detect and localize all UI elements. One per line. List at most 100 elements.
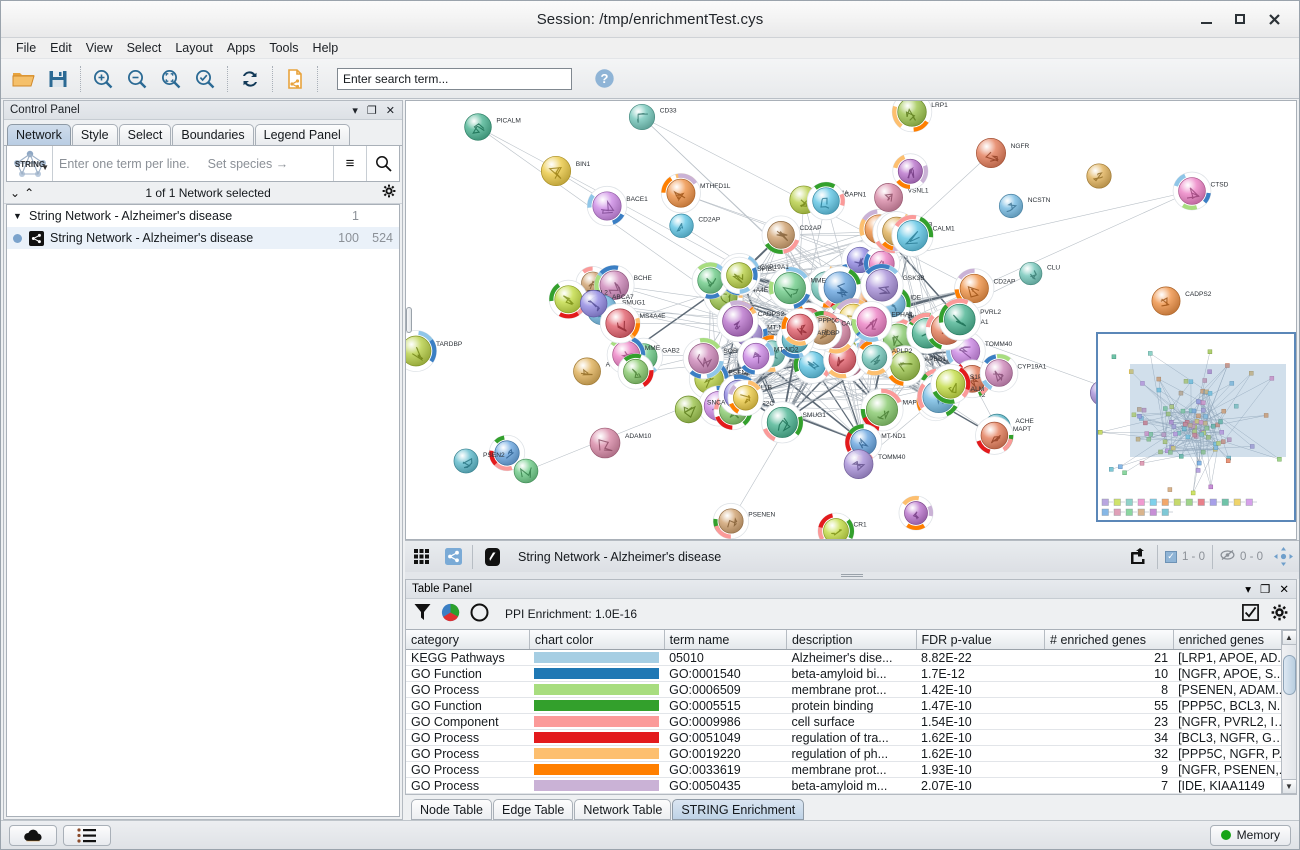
node-sphere[interactable] xyxy=(976,138,1006,168)
table-row[interactable]: GO Component GO:0009986 cell surface 1.54E-… xyxy=(406,713,1296,731)
node-sphere[interactable] xyxy=(865,393,899,426)
network-node[interactable]: CLU xyxy=(1019,261,1061,286)
search-input[interactable]: Enter search term... xyxy=(337,67,572,90)
node-sphere[interactable] xyxy=(722,305,754,337)
node-sphere[interactable] xyxy=(494,440,520,466)
navigator-viewport-rect[interactable] xyxy=(1130,364,1286,457)
network-node[interactable]: BIN1 xyxy=(540,155,591,187)
network-node[interactable]: MME xyxy=(768,266,827,310)
network-tree-group-row[interactable]: ▼ String Network - Alzheimer's disease 1 xyxy=(7,205,399,227)
network-node[interactable]: CYP19A1 xyxy=(979,353,1047,393)
node-sphere[interactable] xyxy=(540,155,572,187)
network-node[interactable]: CALM1 xyxy=(891,214,955,257)
column-header-category[interactable]: category xyxy=(406,629,530,651)
string-logo-icon[interactable]: STRING ▼ xyxy=(7,146,53,181)
network-node[interactable]: MAPT xyxy=(860,388,921,432)
table-row[interactable]: KEGG Pathways 05010 Alzheimer's dise... 8.8… xyxy=(406,649,1296,667)
tab-network-table[interactable]: Network Table xyxy=(574,799,672,820)
node-sphere[interactable] xyxy=(980,421,1009,450)
export-image-icon[interactable] xyxy=(1122,542,1154,572)
menu-edit[interactable]: Edit xyxy=(50,41,72,55)
column-header-enriched-genes[interactable]: enriched genes xyxy=(1173,629,1296,651)
network-node[interactable] xyxy=(513,458,539,484)
zoom-fit-icon[interactable] xyxy=(154,63,188,95)
network-node[interactable]: PSEN2 xyxy=(453,448,505,474)
collapse-expand-icons[interactable]: ⌄ ⌃ xyxy=(10,186,34,200)
checkbox-icon-table[interactable] xyxy=(1242,603,1259,624)
network-node[interactable]: CR1 xyxy=(817,512,867,539)
node-sphere[interactable] xyxy=(1151,286,1181,316)
selected-nodes-indicator[interactable]: ✓ 1 - 0 xyxy=(1161,550,1209,563)
magnifier-icon[interactable] xyxy=(366,146,399,181)
node-sphere[interactable] xyxy=(589,427,621,459)
node-sphere[interactable] xyxy=(592,191,622,221)
string-term-input[interactable]: Enter one term per line. Set species → xyxy=(53,146,333,181)
node-sphere[interactable] xyxy=(823,518,849,539)
network-node[interactable]: TOMM40 xyxy=(843,449,906,479)
zoom-in-icon[interactable] xyxy=(86,63,120,95)
node-sphere[interactable] xyxy=(935,369,966,399)
table-row[interactable]: GO Process GO:0033619 membrane prot... 1.93… xyxy=(406,761,1296,779)
scrollbar-thumb[interactable] xyxy=(1282,654,1296,695)
zoom-out-icon[interactable] xyxy=(120,63,154,95)
node-sphere[interactable] xyxy=(513,458,539,484)
network-node[interactable]: ABCA7 xyxy=(579,289,634,318)
fit-content-icon[interactable] xyxy=(1267,542,1299,572)
tab-boundaries[interactable]: Boundaries xyxy=(172,124,254,145)
menu-layout[interactable]: Layout xyxy=(175,41,213,55)
network-node[interactable] xyxy=(727,379,764,417)
menu-select[interactable]: Select xyxy=(126,41,162,55)
node-sphere[interactable] xyxy=(985,359,1013,387)
annotation-icon[interactable] xyxy=(476,542,508,572)
maximize-button[interactable] xyxy=(1223,4,1257,34)
network-node[interactable]: TARDBP xyxy=(406,330,463,372)
node-sphere[interactable] xyxy=(890,350,921,381)
node-sphere[interactable] xyxy=(998,193,1024,219)
chevron-up-icon[interactable]: ⌃ xyxy=(24,185,35,200)
network-node[interactable]: CD2AP xyxy=(954,268,1017,309)
node-sphere[interactable] xyxy=(812,187,840,215)
tp-close-icon[interactable]: ✕ xyxy=(1279,583,1289,596)
node-sphere[interactable] xyxy=(733,385,759,411)
table-row[interactable]: GO Function GO:0001540 beta-amyloid bi... 1… xyxy=(406,665,1296,683)
cloud-button[interactable] xyxy=(9,824,57,846)
node-sphere[interactable] xyxy=(628,103,656,131)
filter-icon[interactable] xyxy=(414,603,431,624)
table-row[interactable]: GO Process GO:0050435 beta-amyloid m... 2.0… xyxy=(406,777,1296,794)
string-dropdown-caret[interactable]: ▼ xyxy=(41,163,49,172)
table-row[interactable]: GO Process GO:0051049 regulation of tra...… xyxy=(406,729,1296,747)
network-nodes[interactable]: MT-ND2MT-ND1VSNL1SYPAPOEACHEMAPTSNCABCHE… xyxy=(406,101,1267,539)
table-row[interactable]: GO Function GO:0005515 protein binding 1.47… xyxy=(406,697,1296,715)
scroll-down-arrow[interactable]: ▼ xyxy=(1281,778,1296,794)
chevron-down-icon[interactable]: ⌄ xyxy=(10,185,21,200)
network-node[interactable]: CAPN1 xyxy=(806,181,867,221)
column-header-enriched-count[interactable]: # enriched genes xyxy=(1044,629,1174,651)
network-node[interactable]: APLP2 xyxy=(856,339,913,376)
network-node[interactable]: MT-ND2 xyxy=(737,337,799,375)
open-folder-icon[interactable] xyxy=(7,63,41,95)
node-sphere[interactable] xyxy=(1019,261,1043,286)
node-sphere[interactable] xyxy=(786,313,814,341)
tab-style[interactable]: Style xyxy=(71,124,118,145)
network-node[interactable]: MAPT xyxy=(975,416,1032,455)
node-sphere[interactable] xyxy=(599,270,629,300)
network-node[interactable]: BACE1 xyxy=(586,185,648,227)
save-icon[interactable] xyxy=(41,63,75,95)
network-node[interactable]: CD2AP xyxy=(669,213,721,238)
column-header-description[interactable]: description xyxy=(786,629,917,651)
close-button[interactable] xyxy=(1257,4,1291,34)
node-sphere[interactable] xyxy=(861,344,888,371)
list-button[interactable] xyxy=(63,824,111,846)
zoom-selected-icon[interactable] xyxy=(188,63,222,95)
network-node[interactable]: CADPS2 xyxy=(1151,286,1212,316)
network-node[interactable]: PVRL2 xyxy=(938,298,1001,341)
network-node[interactable]: CD2AP xyxy=(761,215,822,255)
panel-split-handle[interactable] xyxy=(405,572,1299,579)
scroll-up-arrow[interactable]: ▲ xyxy=(1281,629,1296,645)
node-sphere[interactable] xyxy=(773,272,806,305)
share-network-icon-toolbar[interactable] xyxy=(437,542,469,572)
network-node[interactable]: ADAM10 xyxy=(589,427,652,459)
minimize-button[interactable] xyxy=(1189,4,1223,34)
tab-edge-table[interactable]: Edge Table xyxy=(493,799,574,820)
view-left-grip[interactable] xyxy=(406,307,412,333)
